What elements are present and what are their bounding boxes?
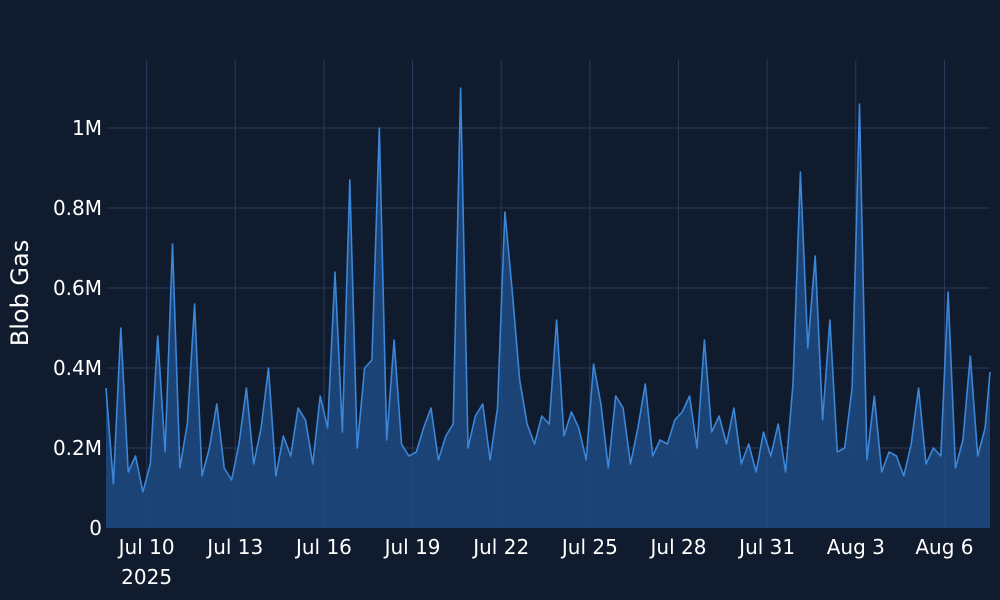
x-tick-label: Aug 3 <box>827 535 885 559</box>
series-line <box>105 87 991 493</box>
x-tick-label: Jul 13 <box>205 535 263 559</box>
y-tick-label: 0 <box>89 516 102 540</box>
x-tick-label: Jul 31 <box>737 535 795 559</box>
y-tick-label: 0.6M <box>53 276 102 300</box>
axis-layer: 0 0.2M 0.4M 0.6M 0.8M 1M Jul 10 2025 Jul 13 Jul 1… <box>53 116 974 589</box>
x-tick-label: Jul 16 <box>294 535 352 559</box>
y-tick-label: 0.4M <box>53 356 102 380</box>
series-area-fill <box>106 88 990 528</box>
x-tick-label: Aug 6 <box>915 535 973 559</box>
x-tick-label: Jul 10 <box>117 535 175 559</box>
x-tick-label: Jul 22 <box>471 535 529 559</box>
y-tick-label: 0.8M <box>53 196 102 220</box>
area-layer <box>105 87 991 528</box>
y-tick-label: 1M <box>72 116 102 140</box>
x-tick-label: Jul 28 <box>649 535 707 559</box>
y-tick-label: 0.2M <box>53 436 102 460</box>
x-tick-year-label: 2025 <box>121 565 172 589</box>
x-tick-label: Jul 25 <box>560 535 618 559</box>
y-axis-title: Blob Gas <box>6 240 34 347</box>
x-tick-label: Jul 19 <box>383 535 441 559</box>
